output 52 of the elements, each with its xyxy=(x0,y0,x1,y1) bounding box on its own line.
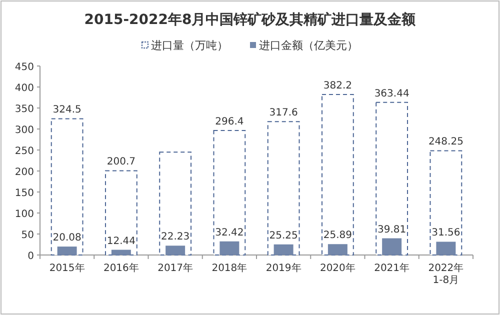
data-label: 363.44 xyxy=(374,88,410,100)
bar xyxy=(430,150,462,256)
x-tick-label: 2020年 xyxy=(320,262,356,274)
x-tick-label: 2016年 xyxy=(103,262,139,274)
bar xyxy=(57,246,77,255)
data-label: 31.56 xyxy=(432,228,460,239)
data-label: 200.7 xyxy=(106,156,136,168)
x-tick-label: 2015年 xyxy=(49,262,85,274)
y-tick-label: 400 xyxy=(14,83,34,94)
bar xyxy=(220,241,240,255)
y-tick-label: 0 xyxy=(28,251,34,262)
bar xyxy=(382,238,402,255)
data-label: 20.08 xyxy=(52,232,82,244)
x-tick-label: 2018年 xyxy=(212,262,248,274)
bar xyxy=(436,242,456,255)
data-label: 25.25 xyxy=(269,230,298,242)
data-label: 324.5 xyxy=(52,104,82,116)
data-label: 248.25 xyxy=(428,136,464,148)
y-tick-label: 300 xyxy=(14,125,34,136)
data-label: 12.44 xyxy=(106,236,136,247)
bar xyxy=(274,244,294,255)
data-label: 317.6 xyxy=(269,108,298,119)
legend-label: 进口金额（亿美元） xyxy=(259,39,358,52)
bar xyxy=(328,244,348,255)
x-tick-label: 2021年 xyxy=(374,262,410,274)
data-label: 32.42 xyxy=(215,227,244,238)
y-tick-label: 150 xyxy=(14,188,34,199)
bar xyxy=(267,121,300,256)
bar xyxy=(159,152,192,256)
bar xyxy=(50,118,84,256)
chart-title: 2015-2022年8月中国锌矿砂及其精矿进口量及金额 xyxy=(84,11,417,28)
y-tick-label: 200 xyxy=(14,167,34,178)
y-tick-label: 250 xyxy=(14,146,34,157)
data-label: 296.4 xyxy=(215,116,244,128)
x-tick-label: 2022年 1-8月 xyxy=(428,262,464,286)
bar xyxy=(111,250,131,255)
y-tick-label: 100 xyxy=(14,209,34,220)
data-label: 25.89 xyxy=(323,230,352,242)
y-tick-label: 50 xyxy=(21,230,34,241)
bar xyxy=(166,246,186,255)
data-label: 22.23 xyxy=(160,232,190,243)
bar xyxy=(104,170,138,256)
bar xyxy=(376,102,408,256)
legend-label: 进口量（万吨） xyxy=(151,39,228,52)
y-tick-label: 350 xyxy=(14,104,34,115)
x-tick-label: 2019年 xyxy=(266,262,302,274)
y-tick-label: 450 xyxy=(14,62,34,73)
bar xyxy=(213,130,246,256)
bar xyxy=(321,94,354,256)
x-tick-label: 2017年 xyxy=(158,262,194,274)
data-label: 39.81 xyxy=(377,224,406,236)
data-label: 382.2 xyxy=(323,80,352,92)
